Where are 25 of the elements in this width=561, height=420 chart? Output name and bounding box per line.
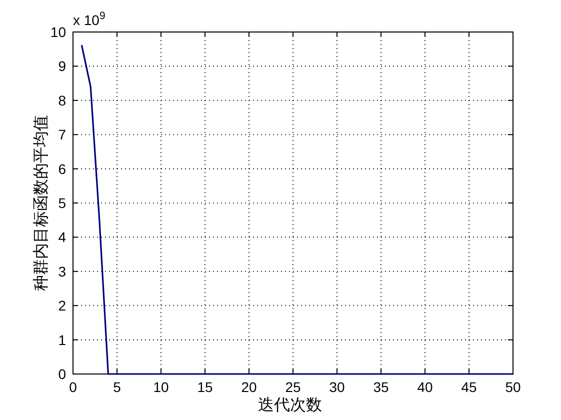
ytick-label: 7	[58, 126, 66, 143]
ytick-label: 0	[58, 366, 66, 382]
xtick-label: 45	[461, 379, 477, 395]
ytick-label: 8	[58, 92, 66, 108]
xtick-label: 15	[197, 379, 213, 395]
xtick-label: 0	[69, 379, 77, 395]
xtick-label: 25	[285, 379, 301, 395]
xtick-label: 30	[329, 379, 345, 395]
ylabel: 种群内目标函数的平均值	[33, 115, 50, 291]
ytick-label: 4	[58, 229, 66, 246]
ytick-label: 2	[58, 298, 66, 314]
xtick-label: 50	[505, 379, 521, 395]
xtick-label: 35	[373, 379, 389, 395]
xtick-label: 5	[113, 379, 121, 395]
ytick-label: 10	[50, 24, 66, 40]
ytick-label: 1	[58, 332, 66, 348]
xtick-label: 40	[417, 379, 433, 395]
xtick-label: 10	[153, 379, 169, 395]
ytick-label: 6	[58, 160, 66, 177]
annotation: x 10$^{9}$	[73, 10, 106, 28]
ytick-label: 3	[58, 263, 66, 280]
xlabel: 迭代次数	[258, 397, 322, 414]
xtick-label: 20	[241, 379, 257, 395]
ytick-label: 5	[58, 195, 66, 211]
ytick-label: 9	[58, 58, 66, 74]
